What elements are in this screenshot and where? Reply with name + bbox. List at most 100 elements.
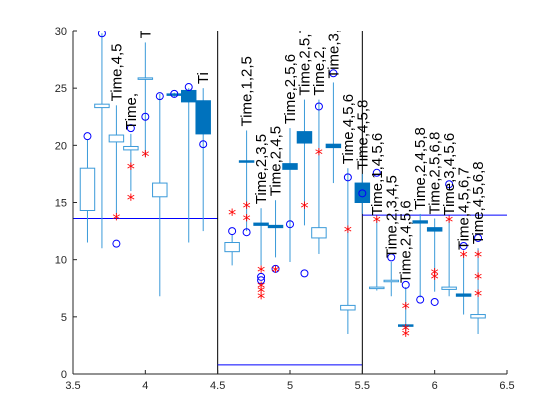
outlier-star: * xyxy=(474,247,482,266)
outlier-star: * xyxy=(272,262,280,281)
box-label: Time,3,4,5 xyxy=(325,8,342,78)
box-label: Time,5,6 xyxy=(137,0,154,38)
box xyxy=(137,77,154,80)
box xyxy=(340,304,356,311)
outlier-circle xyxy=(271,264,280,273)
outlier-circle xyxy=(286,220,294,229)
box-label: Time,4,5 xyxy=(108,44,125,102)
box xyxy=(238,160,255,163)
outlier-circle xyxy=(112,239,121,248)
outlier-circle xyxy=(416,295,425,304)
outlier-circle xyxy=(242,228,251,237)
box-label: Time,4,5,6,8 xyxy=(470,161,487,244)
plot-area: ***** ****************** ***Time,Time,4,5T… xyxy=(73,0,507,374)
x-tick-label: 5.5 xyxy=(355,380,370,392)
box xyxy=(311,227,327,239)
box xyxy=(470,314,486,319)
outlier-star: * xyxy=(402,320,410,339)
box xyxy=(412,220,428,224)
axes: 3.5 4 4.5 5 5.5 6 6.5 0 5 10 15 20 25 30 xyxy=(55,26,515,392)
outlier-circle xyxy=(314,102,323,111)
y-tick-label: 20 xyxy=(55,140,67,152)
box xyxy=(354,182,371,204)
box xyxy=(426,227,443,232)
outlier-star: * xyxy=(127,190,135,209)
box-label: Time,1,2,5 xyxy=(239,56,256,126)
outlier-star: * xyxy=(402,326,410,345)
y-tick-label: 30 xyxy=(55,26,67,38)
outlier-circle xyxy=(83,132,92,141)
y-tick-label: 25 xyxy=(55,83,67,95)
box-label: Ti xyxy=(195,72,212,84)
outlier-circle xyxy=(401,280,410,289)
outlier-star: * xyxy=(257,283,265,302)
box xyxy=(296,131,313,144)
outlier-star: * xyxy=(474,269,482,288)
box-label: Time,3,4,5,6 xyxy=(441,133,458,216)
outlier-circle xyxy=(257,272,266,281)
box xyxy=(195,100,211,135)
y-tick-label: 15 xyxy=(55,198,67,210)
y-tick-label: 0 xyxy=(61,369,67,381)
outlier-circle xyxy=(184,83,193,92)
box-label: Time,2,5,7 xyxy=(296,25,313,95)
x-tick-label: 3.5 xyxy=(65,380,80,392)
outlier-star: * xyxy=(257,262,265,281)
outlier-star: * xyxy=(373,212,381,231)
outlier-circle xyxy=(358,189,367,198)
outlier-star: * xyxy=(300,198,308,217)
x-tick-label: 6 xyxy=(432,380,438,392)
box-label: Time, xyxy=(94,0,111,29)
outlier-circle xyxy=(141,112,150,121)
outlier-circle xyxy=(445,180,454,189)
box-label: Time,2,4,5,8 xyxy=(412,127,429,210)
outlier-star: * xyxy=(257,288,265,307)
outlier-circle xyxy=(474,233,483,242)
box-label: Time, xyxy=(123,93,140,130)
box xyxy=(94,103,110,109)
outlier-star: * xyxy=(445,212,453,231)
box xyxy=(123,145,139,151)
box xyxy=(369,286,385,290)
outlier-circle xyxy=(300,269,309,278)
outlier-circle xyxy=(170,89,179,98)
box xyxy=(282,163,298,170)
box-label: Time,2,4,5 xyxy=(268,126,285,196)
outlier-circle xyxy=(372,168,381,177)
outlier-star: * xyxy=(257,278,265,297)
outlier-circle xyxy=(459,241,468,250)
box-label: Time,2,5,6,8 xyxy=(427,132,444,215)
box xyxy=(224,242,240,253)
outlier-circle xyxy=(228,227,237,236)
outlier-circle xyxy=(329,69,338,78)
box-label: Time,4,5,6,7 xyxy=(456,167,473,250)
box-label: Time,4,5,6 xyxy=(340,94,357,164)
outlier-circle xyxy=(343,173,352,182)
box xyxy=(398,324,414,327)
box-label: Time,4,5,8 xyxy=(354,100,371,170)
box xyxy=(383,279,399,283)
outlier-star: * xyxy=(228,205,236,224)
outlier-star: * xyxy=(474,286,482,305)
x-tick-label: 4.5 xyxy=(210,380,225,392)
box xyxy=(79,167,96,212)
outlier-star: * xyxy=(315,144,323,163)
box-label: Time,2, xyxy=(311,46,328,95)
outlier-star: * xyxy=(344,222,352,241)
outlier-star: * xyxy=(243,211,251,230)
outlier-star: * xyxy=(141,147,149,166)
outlier-circle xyxy=(126,124,135,133)
outlier-star: * xyxy=(112,210,120,229)
box xyxy=(455,293,472,297)
y-tick-label: 5 xyxy=(61,312,67,324)
y-tick-label: 10 xyxy=(55,255,67,267)
box xyxy=(152,182,168,198)
outlier-star: * xyxy=(431,264,439,283)
outlier-circle xyxy=(430,297,439,306)
outlier-circle xyxy=(387,253,396,262)
outlier-star: * xyxy=(431,269,439,288)
box xyxy=(325,143,342,149)
outlier-star: * xyxy=(127,159,135,178)
box-label: Time,2,5,6 xyxy=(282,54,299,124)
